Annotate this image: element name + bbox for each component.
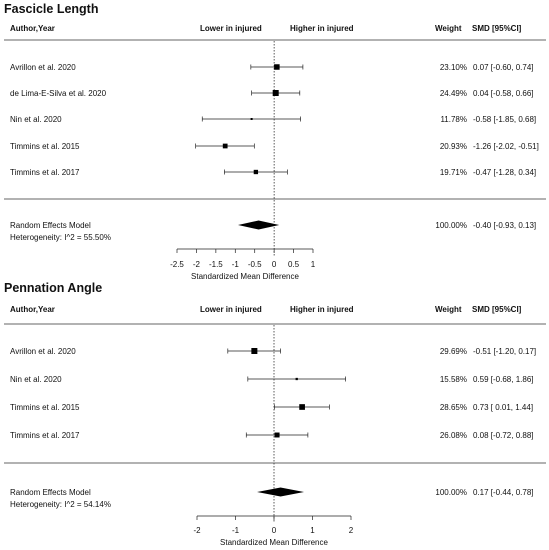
- x-tick-label: 2: [349, 526, 354, 535]
- summary-smd-ci: 0.17 [-0.44, 0.78]: [473, 488, 534, 497]
- study-point-estimate: [222, 143, 228, 149]
- study-point-estimate: [272, 90, 279, 96]
- study-label: Timmins et al. 2015: [10, 403, 80, 412]
- study-point-estimate: [253, 169, 259, 175]
- x-axis-label: Standardized Mean Difference: [191, 272, 299, 281]
- x-tick-label: -2: [193, 526, 201, 535]
- study-weight: 29.69%: [440, 347, 467, 356]
- study-smd-ci: 0.08 [-0.72, 0.88]: [473, 431, 534, 440]
- study-weight: 26.08%: [440, 431, 467, 440]
- header-study: Author,Year: [10, 305, 55, 314]
- study-weight: 23.10%: [440, 63, 467, 72]
- summary-weight: 100.00%: [435, 221, 467, 230]
- study-label: Avrillon et al. 2020: [10, 347, 76, 356]
- study-weight: 20.93%: [440, 142, 467, 151]
- header-weight: Weight: [435, 305, 462, 314]
- header-lower-in-injured: Lower in injured: [200, 24, 262, 33]
- heterogeneity-text: Heterogeneity: I^2 = 55.50%: [10, 233, 111, 242]
- x-tick-label: -1: [232, 526, 240, 535]
- study-weight: 15.58%: [440, 375, 467, 384]
- forest-panel-1: [4, 39, 546, 256]
- summary-weight: 100.00%: [435, 488, 467, 497]
- header-higher-in-injured: Higher in injured: [290, 24, 354, 33]
- panel-title: Pennation Angle: [4, 281, 102, 295]
- study-label: de Lima-E-Silva et al. 2020: [10, 89, 107, 98]
- study-label: Nin et al. 2020: [10, 115, 62, 124]
- study-smd-ci: -0.58 [-1.85, 0.68]: [473, 115, 536, 124]
- heterogeneity-text: Heterogeneity: I^2 = 54.14%: [10, 500, 111, 509]
- header-weight: Weight: [435, 24, 462, 33]
- summary-label: Random Effects Model: [10, 488, 91, 497]
- study-point-estimate: [295, 377, 298, 381]
- x-axis-label: Standardized Mean Difference: [220, 538, 328, 547]
- study-label: Avrillon et al. 2020: [10, 63, 76, 72]
- study-smd-ci: 0.59 [-0.68, 1.86]: [473, 375, 534, 384]
- study-point-estimate: [274, 432, 280, 438]
- header-smd: SMD [95%CI]: [472, 24, 522, 33]
- study-label: Timmins et al. 2015: [10, 142, 80, 151]
- study-label: Timmins et al. 2017: [10, 431, 80, 440]
- x-tick-label: 0: [272, 260, 277, 269]
- x-tick-label: -2: [193, 260, 201, 269]
- x-tick-label: -2.5: [170, 260, 184, 269]
- study-weight: 11.78%: [440, 115, 467, 124]
- header-higher-in-injured: Higher in injured: [290, 305, 354, 314]
- study-point-estimate: [251, 348, 258, 354]
- summary-diamond: [238, 220, 280, 230]
- header-smd: SMD [95%CI]: [472, 305, 522, 314]
- study-smd-ci: -0.47 [-1.28, 0.34]: [473, 168, 536, 177]
- x-tick-label: -0.5: [248, 260, 262, 269]
- x-tick-label: 1: [311, 260, 316, 269]
- study-smd-ci: -0.51 [-1.20, 0.17]: [473, 347, 536, 356]
- x-tick-label: 0.5: [288, 260, 300, 269]
- x-tick-label: -1.5: [209, 260, 223, 269]
- study-point-estimate: [274, 64, 280, 70]
- forest-panel-2: [4, 323, 546, 523]
- study-smd-ci: 0.73 [ 0.01, 1.44]: [473, 403, 533, 412]
- summary-diamond: [257, 487, 305, 497]
- x-tick-label: -1: [232, 260, 240, 269]
- study-label: Nin et al. 2020: [10, 375, 62, 384]
- study-smd-ci: 0.07 [-0.60, 0.74]: [473, 63, 534, 72]
- study-label: Timmins et al. 2017: [10, 168, 80, 177]
- panel-title: Fascicle Length: [4, 2, 98, 16]
- header-study: Author,Year: [10, 24, 55, 33]
- x-tick-label: 1: [310, 526, 315, 535]
- study-smd-ci: -1.26 [-2.02, -0.51]: [473, 142, 539, 151]
- x-tick-label: 0: [272, 526, 277, 535]
- study-weight: 19.71%: [440, 168, 467, 177]
- study-point-estimate: [299, 404, 305, 410]
- study-weight: 28.65%: [440, 403, 467, 412]
- study-weight: 24.49%: [440, 89, 467, 98]
- summary-label: Random Effects Model: [10, 221, 91, 230]
- summary-smd-ci: -0.40 [-0.93, 0.13]: [473, 221, 536, 230]
- header-lower-in-injured: Lower in injured: [200, 305, 262, 314]
- study-point-estimate: [250, 117, 253, 121]
- study-smd-ci: 0.04 [-0.58, 0.66]: [473, 89, 534, 98]
